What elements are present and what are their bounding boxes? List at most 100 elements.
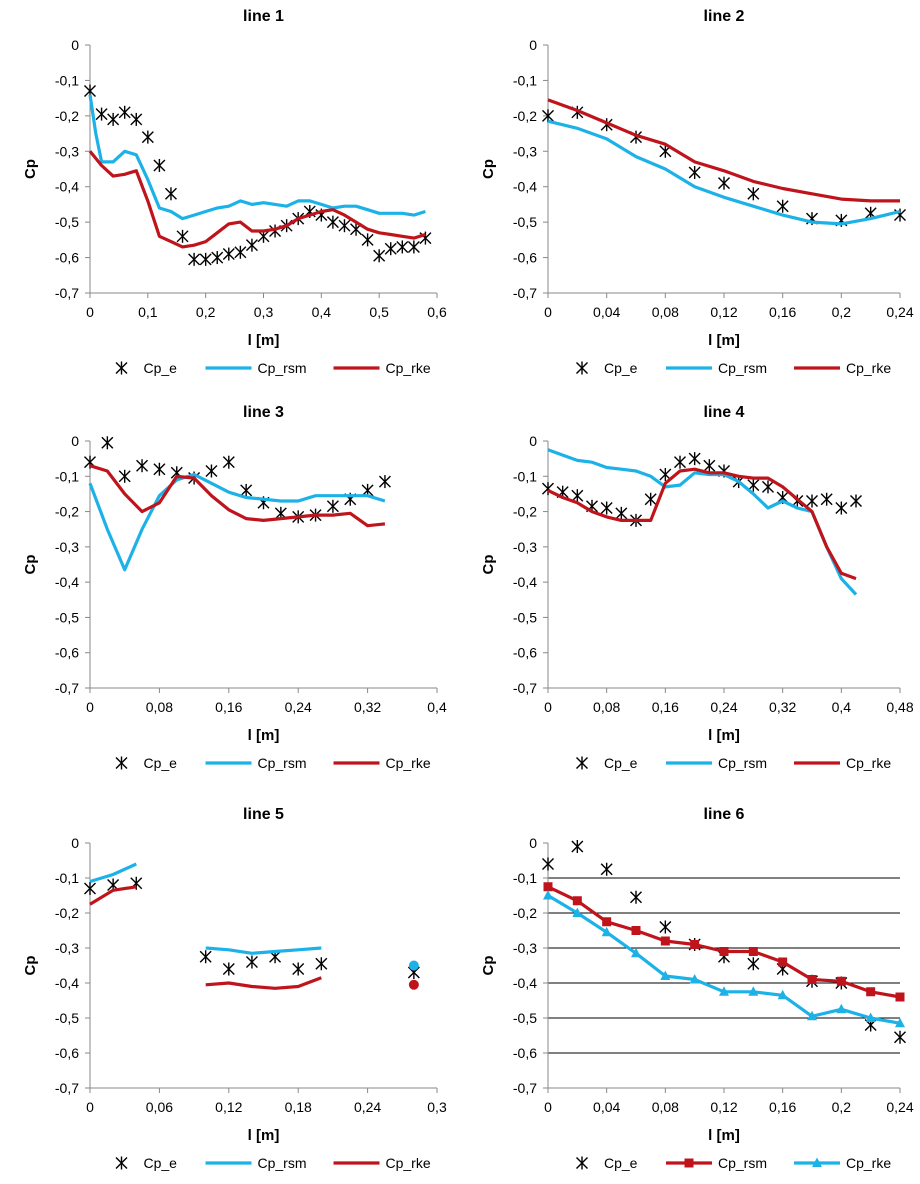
data-point <box>748 986 759 996</box>
legend-label: Cp_rke <box>386 1155 431 1171</box>
x-axis-label: l [m] <box>248 332 280 349</box>
series-Cp_rsm <box>543 882 905 1002</box>
series-Cp_rke <box>89 464 386 528</box>
legend: Cp_e Cp_rsm Cp_rke <box>115 360 431 376</box>
data-point <box>136 459 149 473</box>
chart-title: line 6 <box>704 806 745 823</box>
data-point <box>118 469 131 483</box>
y-axis-label: Cp <box>22 159 39 179</box>
x-tick-label: 0,2 <box>832 304 852 320</box>
data-point <box>894 208 906 222</box>
y-axis-label: Cp <box>22 555 39 575</box>
x-tick-label: 0 <box>544 1099 552 1115</box>
series-Cp_e <box>84 436 391 524</box>
y-tick-label: -0,1 <box>55 870 79 886</box>
data-point <box>835 501 848 515</box>
data-point <box>644 492 657 506</box>
y-tick-label: -0,5 <box>55 1010 79 1026</box>
chart-title: line 2 <box>704 8 745 25</box>
data-point <box>748 947 758 956</box>
legend-item: Cp_rsm <box>666 360 767 376</box>
legend-label: Cp_rsm <box>258 360 307 376</box>
y-tick-label: 0 <box>71 433 79 449</box>
y-tick-label: -0,5 <box>513 1010 537 1026</box>
chart-panel-3: line 3 0 -0,1 -0,2 -0,3 -0,4 -0,5 -0,6 -0,7 0 0,08… <box>22 404 447 771</box>
legend-item: Cp_rke <box>333 1155 431 1171</box>
data-point <box>895 992 905 1002</box>
series-Cp_rsm <box>89 862 419 971</box>
x-tick-label: 0,32 <box>769 699 796 715</box>
data-point <box>615 506 628 520</box>
y-tick-label: -0,4 <box>55 975 79 991</box>
series-Cp_rke <box>89 885 419 990</box>
y-tick-label: -0,4 <box>55 574 79 590</box>
data-point <box>850 494 862 508</box>
data-point <box>408 960 419 971</box>
y-tick-label: 0 <box>529 433 537 449</box>
x-tick-label: 0,16 <box>769 1099 796 1115</box>
legend-label: Cp_rke <box>386 360 431 376</box>
data-point <box>778 957 788 967</box>
data-point <box>245 238 258 252</box>
x-tick-label: 0 <box>544 699 552 715</box>
data-point <box>894 1030 906 1044</box>
y-tick-label: -0,2 <box>55 504 79 520</box>
data-point <box>338 219 351 233</box>
y-tick-label: -0,7 <box>513 1080 537 1096</box>
data-point <box>378 475 391 489</box>
data-point <box>659 920 672 934</box>
legend: Cp_e Cp_rsm Cp_rke <box>115 1155 431 1171</box>
series-line <box>89 885 137 906</box>
data-point <box>601 926 612 937</box>
data-point <box>222 962 235 976</box>
y-tick-label: -0,2 <box>513 108 537 124</box>
data-point <box>571 489 584 503</box>
legend-marker <box>115 1156 128 1170</box>
chart-title: line 1 <box>243 8 284 25</box>
x-tick-label: 0,04 <box>593 304 620 320</box>
data-point <box>384 242 397 256</box>
legend-marker <box>684 1158 694 1168</box>
data-point <box>245 955 258 969</box>
legend-label: Cp_rke <box>846 755 891 771</box>
data-point <box>407 240 420 254</box>
y-axis-label: Cp <box>480 555 497 575</box>
series-Cp_rsm <box>88 472 386 572</box>
chart-panel-1: line 1 0 -0,1 -0,2 -0,3 -0,4 -0,5 -0,6 -0,7 0 0,1 0… <box>22 8 447 376</box>
data-point <box>776 199 789 213</box>
legend: Cp_e Cp_rsm Cp_rke <box>576 755 891 771</box>
y-tick-label: -0,6 <box>55 1045 79 1061</box>
data-point <box>762 480 774 494</box>
data-point <box>572 896 582 906</box>
y-tick-label: -0,3 <box>55 143 79 159</box>
x-axis-label: l [m] <box>248 727 280 744</box>
legend-marker <box>576 1156 588 1170</box>
y-tick-label: 0 <box>71 835 79 851</box>
legend-item: Cp_rke <box>794 360 891 376</box>
y-tick-label: -0,3 <box>513 940 537 956</box>
x-tick-label: 0,08 <box>652 1099 679 1115</box>
y-tick-label: -0,4 <box>513 574 537 590</box>
legend-item: Cp_rke <box>333 755 431 771</box>
legend-label: Cp_rke <box>846 1155 891 1171</box>
x-tick-label: 0,08 <box>652 304 679 320</box>
data-point <box>631 926 641 935</box>
data-point <box>361 233 374 247</box>
x-tick-label: 0,6 <box>427 304 447 320</box>
legend-label: Cp_rsm <box>718 755 767 771</box>
data-point <box>690 940 700 949</box>
data-point <box>396 240 409 254</box>
data-point <box>84 882 96 895</box>
data-point <box>866 987 876 997</box>
x-tick-label: 0,1 <box>138 304 158 320</box>
series-Cp_rsm <box>547 448 858 596</box>
y-tick-label: -0,3 <box>55 539 79 555</box>
x-tick-label: 0,16 <box>769 304 796 320</box>
data-point <box>101 436 114 450</box>
x-tick-label: 0,4 <box>312 304 332 320</box>
data-point <box>674 455 686 469</box>
data-point <box>153 462 166 476</box>
y-tick-label: -0,2 <box>55 108 79 124</box>
data-point <box>747 957 760 971</box>
data-point <box>130 112 143 126</box>
